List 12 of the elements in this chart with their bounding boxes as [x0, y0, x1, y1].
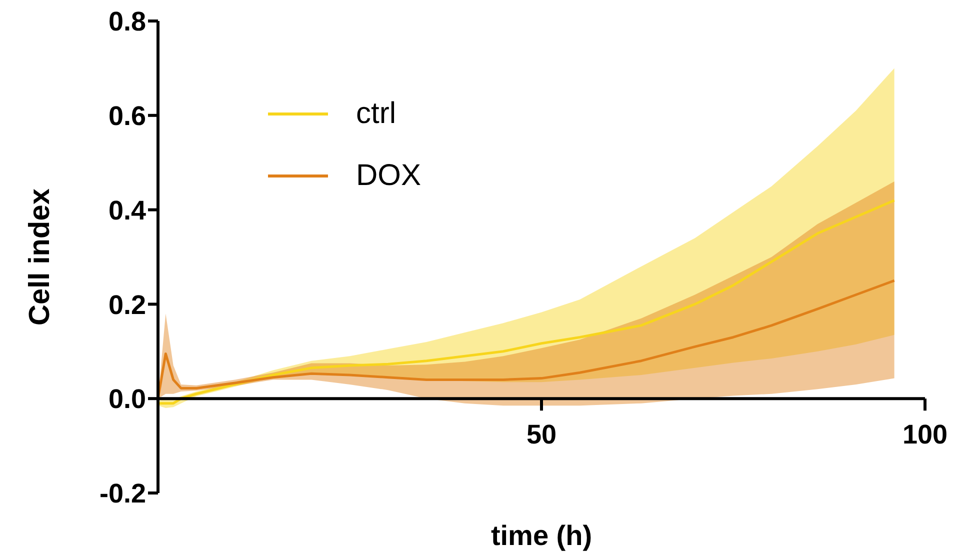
- y-tick-label: 0.8: [108, 6, 146, 37]
- legend-label: ctrl: [356, 97, 396, 131]
- x-tick-label: 50: [526, 420, 557, 450]
- y-tick-label: 0.6: [108, 100, 146, 131]
- y-tick-label: 0.4: [108, 195, 146, 226]
- x-axis-title: time (h): [490, 520, 592, 551]
- y-axis-title: Cell index: [24, 188, 56, 326]
- y-tick-label: 0.0: [108, 384, 146, 414]
- y-tick-label: 0.2: [108, 290, 146, 320]
- x-tick-label: 100: [902, 420, 948, 450]
- y-tick-label: -0.2: [99, 478, 146, 509]
- legend-label: DOX: [356, 159, 422, 193]
